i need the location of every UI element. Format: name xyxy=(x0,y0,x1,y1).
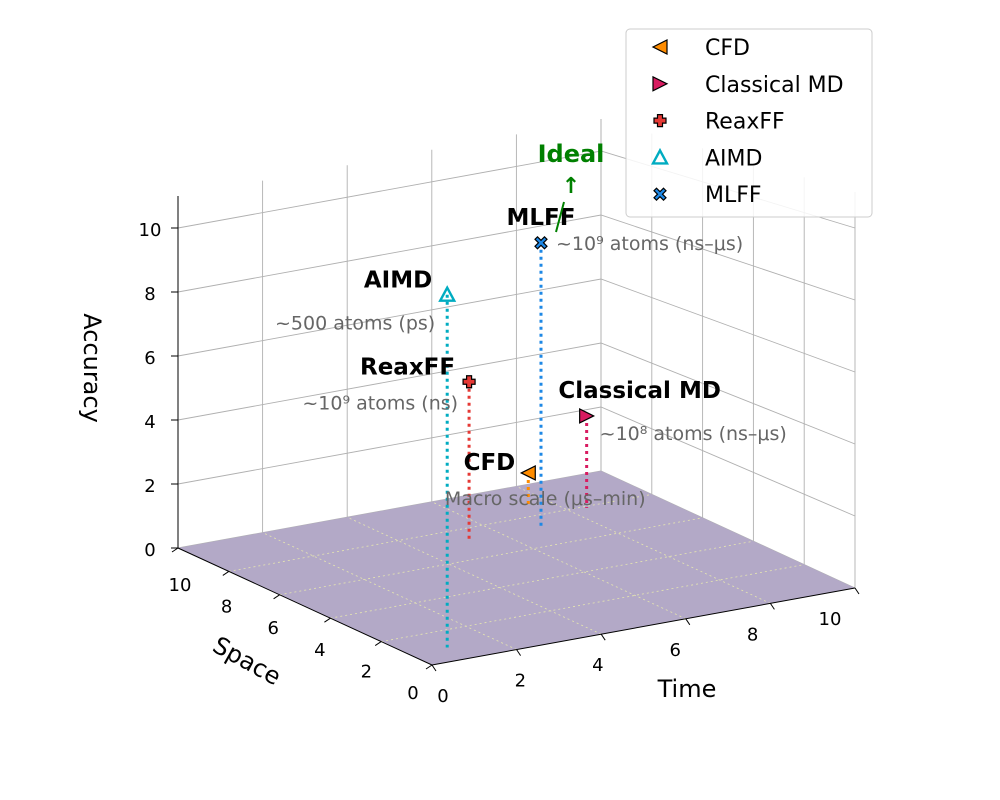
z-tick-label: 2 xyxy=(144,476,155,497)
y-tick xyxy=(425,664,433,670)
y-tick-label: 0 xyxy=(407,683,418,704)
data-point-marker xyxy=(534,235,548,250)
point-note: Macro scale (μs–min) xyxy=(445,488,646,510)
floor-plane xyxy=(178,471,855,665)
floor-gridline xyxy=(330,540,754,619)
legend-box xyxy=(625,28,873,218)
y-tick-label: 6 xyxy=(267,618,278,639)
x-tick-label: 0 xyxy=(437,686,448,707)
x-tick xyxy=(685,618,691,626)
y-tick xyxy=(374,641,382,647)
y-tick-label: 8 xyxy=(221,597,232,618)
x-tick xyxy=(854,587,860,595)
y-axis-line xyxy=(177,547,433,666)
floor-gridline xyxy=(262,532,517,650)
point-label: ReaxFF xyxy=(360,355,455,381)
x-tick-label: 10 xyxy=(819,609,842,630)
data-point-marker xyxy=(438,285,457,302)
back-wall xyxy=(178,119,601,548)
floor-gridline xyxy=(381,564,805,642)
legend-marker xyxy=(652,75,669,92)
floor-gridline xyxy=(516,486,771,604)
legend-marker xyxy=(653,114,667,128)
y-tick-label: 4 xyxy=(314,640,325,661)
point-note: ~10⁹ atoms (ns) xyxy=(302,393,458,415)
data-point-marker xyxy=(519,464,536,481)
legend-label: CFD xyxy=(705,36,750,61)
x-tick xyxy=(769,603,775,610)
x-axis-line xyxy=(431,587,856,666)
stems xyxy=(445,242,589,648)
y-tick xyxy=(324,617,331,623)
legend: CFD Classical MD ReaxFF AIMD MLFF xyxy=(625,28,873,218)
y-tick xyxy=(171,547,179,553)
y-tick xyxy=(273,594,280,600)
z-tick-label: 8 xyxy=(144,284,155,305)
point-note: ~10⁹ atoms (ns–μs) xyxy=(556,233,743,255)
x-tick xyxy=(600,633,606,641)
data-point-marker xyxy=(462,375,476,389)
ideal-label: Ideal xyxy=(538,140,605,168)
floor-gridline xyxy=(431,501,686,620)
point-label: CFD xyxy=(464,450,516,476)
legend-label: MLFF xyxy=(705,183,762,208)
y-axis-label: Space xyxy=(208,631,286,691)
x-tick xyxy=(516,649,522,656)
legend-label: ReaxFF xyxy=(705,110,785,135)
floor-pane xyxy=(178,471,855,665)
x-tick-label: 6 xyxy=(669,640,680,661)
axes-panes xyxy=(177,119,856,589)
legend-marker xyxy=(651,39,668,55)
z-tick-label: 10 xyxy=(139,220,162,241)
point-note: ~10⁸ atoms (ns–μs) xyxy=(600,423,787,445)
y-tick xyxy=(222,570,230,576)
point-labels: Macro scale (μs–min) CFD ~10⁸ atoms (ns–μs… xyxy=(275,140,787,510)
y-tick-label: 2 xyxy=(361,661,372,682)
x-tick xyxy=(431,664,437,672)
legend-label: AIMD xyxy=(705,146,762,171)
ideal-arrow-line xyxy=(555,201,565,233)
ideal-arrow-icon: ↑ xyxy=(562,174,580,199)
axes: 0 2 4 6 8 10 0 2 4 6 8 10 0 2 4 6 8 10 xyxy=(139,196,860,707)
z-tick-label: 0 xyxy=(144,540,155,561)
legend-marker xyxy=(650,147,670,165)
x-axis-label: Time xyxy=(657,675,717,703)
z-axis-label: Accuracy xyxy=(78,313,106,423)
data-point-marker xyxy=(579,407,596,424)
point-label: MLFF xyxy=(507,205,576,231)
x-tick-label: 8 xyxy=(747,624,758,645)
legend-marker xyxy=(653,187,667,202)
z-tick-label: 6 xyxy=(144,348,155,369)
markers xyxy=(438,235,596,481)
floor-gridline xyxy=(228,494,652,572)
point-label: Classical MD xyxy=(558,378,721,404)
x-tick-label: 2 xyxy=(515,671,526,692)
x-tick-label: 4 xyxy=(592,655,603,676)
legend-label: Classical MD xyxy=(705,73,844,98)
point-label: AIMD xyxy=(364,268,432,294)
y-tick-label: 10 xyxy=(169,575,192,596)
z-tick-label: 4 xyxy=(144,412,155,433)
floor-gridline xyxy=(347,516,602,635)
floor-gridline xyxy=(279,517,703,596)
point-note: ~500 atoms (ps) xyxy=(275,313,435,335)
